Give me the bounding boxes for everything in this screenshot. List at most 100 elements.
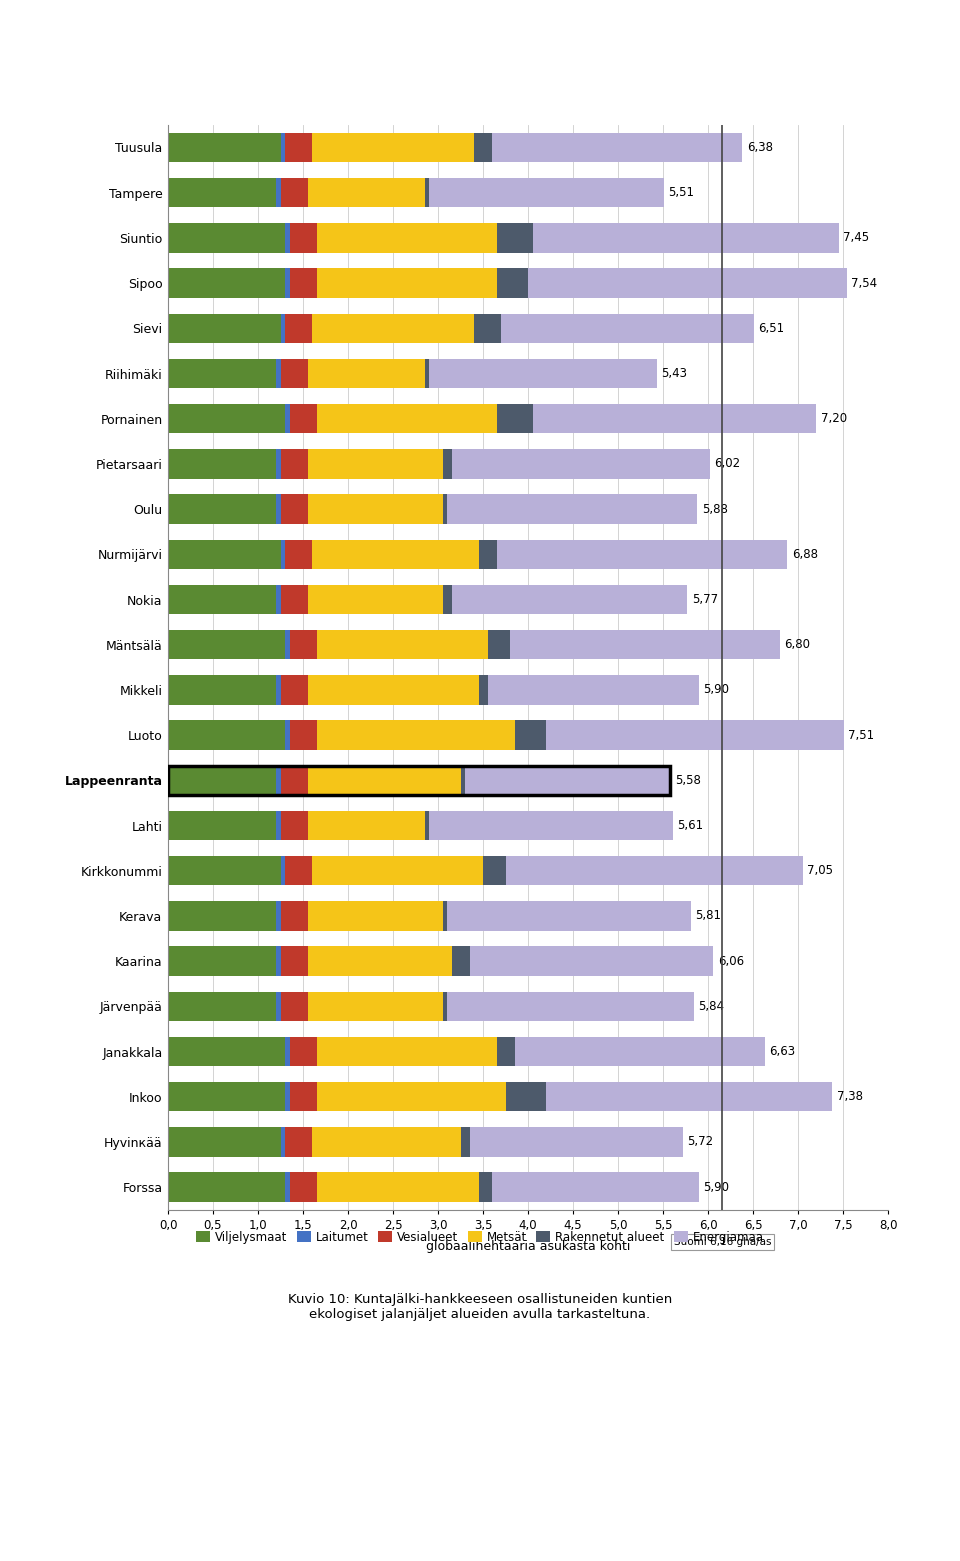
Bar (285, 268, 290, 298)
Bar (168, 901, 276, 930)
Bar (276, 495, 280, 524)
Bar (307, 676, 478, 704)
Bar (285, 314, 312, 343)
Bar (168, 946, 276, 976)
Bar (280, 676, 307, 704)
Bar (506, 855, 803, 885)
Bar (168, 631, 285, 659)
Bar (290, 404, 317, 434)
Bar (290, 1037, 317, 1066)
Bar (168, 450, 276, 479)
Text: 5,51: 5,51 (668, 186, 694, 200)
Bar (276, 991, 280, 1021)
Bar (317, 631, 488, 659)
Bar (429, 810, 673, 840)
Bar (429, 178, 664, 208)
Bar (168, 1172, 285, 1202)
Text: Suomi 6,16 gha/as: Suomi 6,16 gha/as (674, 1236, 771, 1247)
Bar (280, 765, 307, 795)
Bar (474, 133, 492, 162)
Bar (285, 1082, 290, 1111)
Bar (533, 404, 816, 434)
Bar (443, 585, 451, 613)
Bar (276, 450, 280, 479)
Bar (496, 404, 533, 434)
Bar (312, 855, 483, 885)
Bar (280, 178, 307, 208)
Bar (280, 901, 307, 930)
Bar (307, 946, 451, 976)
Bar (280, 359, 307, 389)
Bar (424, 178, 429, 208)
Text: 6,63: 6,63 (769, 1044, 795, 1058)
Bar (317, 223, 496, 253)
Bar (312, 540, 478, 570)
Bar (307, 359, 424, 389)
Bar (285, 133, 312, 162)
Bar (290, 1082, 317, 1111)
Bar (307, 901, 443, 930)
Bar (307, 178, 424, 208)
Text: 5,43: 5,43 (661, 367, 687, 379)
Bar (276, 178, 280, 208)
Text: 7,05: 7,05 (807, 865, 833, 877)
Bar (483, 855, 506, 885)
Bar (168, 810, 276, 840)
Bar (469, 946, 713, 976)
Bar (276, 765, 280, 795)
Bar (488, 676, 699, 704)
Bar (276, 946, 280, 976)
Bar (496, 540, 787, 570)
Text: 7,45: 7,45 (843, 231, 869, 245)
Bar (447, 495, 697, 524)
Bar (307, 810, 424, 840)
Bar (488, 631, 510, 659)
Bar (168, 314, 280, 343)
Bar (290, 721, 317, 749)
Bar (461, 765, 465, 795)
Text: 7,54: 7,54 (852, 276, 877, 290)
Bar (546, 721, 844, 749)
Bar (492, 133, 742, 162)
Text: 7,51: 7,51 (849, 729, 875, 741)
Bar (424, 810, 429, 840)
Bar (443, 901, 447, 930)
Bar (290, 268, 317, 298)
Bar (443, 495, 447, 524)
Bar (443, 991, 447, 1021)
Bar (451, 946, 469, 976)
Text: 6,02: 6,02 (714, 457, 740, 470)
Bar (546, 1082, 832, 1111)
Bar (168, 765, 276, 795)
Bar (501, 314, 754, 343)
Bar (280, 810, 307, 840)
Bar (506, 1082, 546, 1111)
Bar (496, 223, 533, 253)
Bar (168, 585, 276, 613)
Bar (465, 765, 670, 795)
Text: 5,81: 5,81 (695, 910, 721, 923)
Bar (317, 721, 515, 749)
Bar (168, 721, 285, 749)
Bar (168, 268, 285, 298)
Bar (528, 268, 847, 298)
Text: 5,77: 5,77 (692, 593, 718, 606)
Bar (515, 721, 546, 749)
Text: 6,51: 6,51 (758, 322, 784, 334)
Bar (307, 765, 461, 795)
Bar (429, 359, 657, 389)
Text: 5,88: 5,88 (702, 503, 728, 515)
Bar (280, 133, 285, 162)
Bar (285, 721, 290, 749)
Bar (280, 585, 307, 613)
Bar (280, 991, 307, 1021)
Bar (276, 676, 280, 704)
Text: 5,84: 5,84 (698, 1001, 724, 1013)
Bar (285, 855, 312, 885)
Bar (285, 540, 312, 570)
Bar (492, 1172, 699, 1202)
Bar (280, 450, 307, 479)
Bar (168, 1127, 280, 1157)
Text: 6,80: 6,80 (784, 638, 810, 651)
Bar (317, 268, 496, 298)
